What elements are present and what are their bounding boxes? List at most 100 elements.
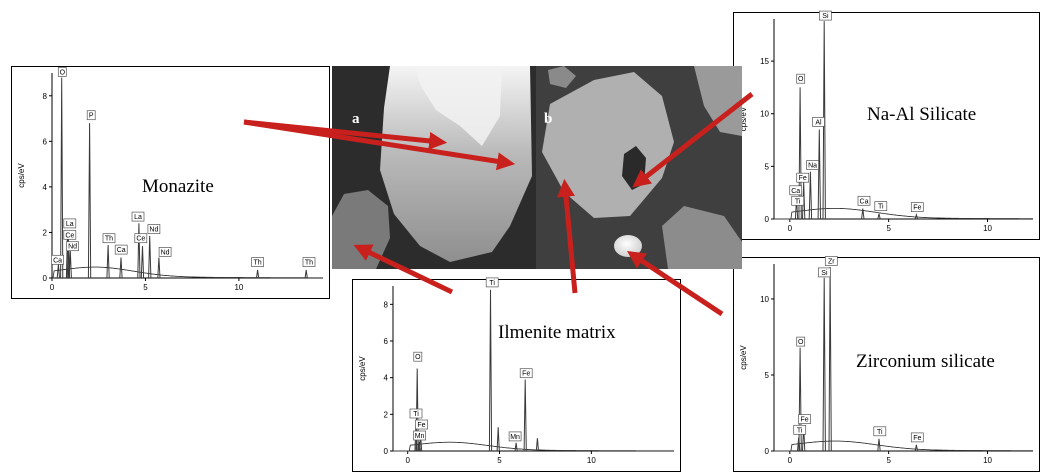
zirconium-silicate-spectrum: 0 5 10 0 5 10 cps/eV Zr Si O Fe Ti Ti Fe bbox=[733, 256, 1040, 472]
y-tick-label: 0 bbox=[765, 215, 770, 224]
element-tag-box bbox=[114, 244, 128, 255]
element-tag-box bbox=[793, 424, 807, 435]
element-tag: P bbox=[89, 113, 94, 120]
spectrum-peak bbox=[798, 347, 802, 452]
y-tick-label: 0 bbox=[765, 447, 770, 456]
element-tag: Al bbox=[815, 119, 822, 126]
element-tag: Nd bbox=[68, 244, 77, 251]
element-tag: Nd bbox=[149, 227, 158, 234]
spectrum-peak bbox=[514, 442, 518, 452]
element-tag-box bbox=[102, 233, 116, 244]
element-tag: Ti bbox=[489, 280, 495, 287]
y-tick-label: 8 bbox=[43, 92, 48, 101]
panel-b-small-grain bbox=[548, 66, 576, 88]
element-tag: Ce bbox=[136, 236, 145, 243]
spectrum-peak bbox=[828, 266, 832, 452]
spectrum-peak bbox=[861, 208, 865, 220]
zirconium-silicate-label: Zirconium silicate bbox=[856, 351, 995, 372]
element-tag-box bbox=[812, 117, 825, 127]
y-tick-label: 0 bbox=[384, 447, 389, 456]
element-tag: Fe bbox=[522, 371, 530, 378]
element-tag-box bbox=[302, 257, 316, 267]
y-tick-label: 2 bbox=[43, 228, 48, 237]
element-tag-box bbox=[857, 195, 871, 206]
y-tick-label: 4 bbox=[384, 374, 389, 383]
element-tag: Nd bbox=[161, 249, 170, 256]
spectrum-peak bbox=[140, 246, 145, 279]
element-tag-box bbox=[824, 256, 838, 266]
spectrum-peak bbox=[417, 441, 421, 452]
spectrum-peak bbox=[256, 269, 260, 279]
spectrum-peak bbox=[877, 438, 881, 452]
spectrum-peak bbox=[523, 379, 527, 452]
element-tag: O bbox=[798, 76, 804, 83]
spectrum-peak bbox=[535, 438, 539, 452]
element-tag-box bbox=[131, 211, 145, 222]
element-tag: Ca bbox=[117, 247, 126, 254]
y-axis-label: cps/eV bbox=[358, 356, 367, 381]
monazite-spectrum: 0 2 4 6 8 0 5 10 cps/eV O P La Ce Nd Ca Th Ca La Ce Nd Nd Th T… bbox=[11, 66, 330, 299]
x-tick-label: 10 bbox=[983, 456, 992, 465]
element-tag: Ca bbox=[53, 257, 62, 264]
y-tick-label: 6 bbox=[43, 137, 48, 146]
x-tick-label: 0 bbox=[405, 456, 410, 465]
x-tick-label: 5 bbox=[886, 224, 891, 233]
element-tag-box bbox=[63, 229, 77, 240]
monazite-spectrum-plot: 0 2 4 6 8 0 5 10 cps/eV O P La Ce Nd Ca Th Ca La Ce Nd Nd Th T… bbox=[17, 67, 323, 292]
element-tag-box bbox=[147, 224, 161, 234]
element-tag-box bbox=[873, 426, 887, 437]
spectrum-peak bbox=[914, 444, 918, 452]
element-tag: Fe bbox=[799, 175, 807, 182]
element-tag: Th bbox=[254, 260, 262, 267]
spectrum-peak bbox=[822, 277, 826, 452]
element-tag-box bbox=[409, 408, 423, 419]
y-tick-label: 6 bbox=[384, 337, 389, 346]
spectrum-peak bbox=[817, 129, 821, 220]
element-tag: Ce bbox=[65, 232, 74, 239]
spectrum-peak bbox=[68, 250, 72, 279]
element-tag: O bbox=[60, 69, 66, 76]
spectrum-peak bbox=[157, 257, 161, 279]
spectrum-peak bbox=[56, 264, 60, 279]
element-tag-box bbox=[57, 67, 67, 77]
element-tag: Ti bbox=[413, 411, 419, 418]
element-tag: Ca bbox=[791, 188, 800, 195]
element-tag: Mn bbox=[510, 434, 520, 441]
element-tag-box bbox=[806, 160, 819, 170]
element-tag: Ti bbox=[877, 429, 883, 436]
spectrum-peak bbox=[119, 257, 123, 279]
panel-a-letter: a bbox=[352, 111, 360, 127]
spectrum-peak bbox=[914, 212, 918, 220]
element-tag: Ti bbox=[797, 427, 803, 434]
y-axis-label: cps/eV bbox=[739, 345, 748, 370]
ilmenite-matrix-label: Ilmenite matrix bbox=[498, 322, 616, 343]
element-tag-box bbox=[819, 10, 832, 21]
x-tick-label: 5 bbox=[497, 456, 502, 465]
spectrum-peak bbox=[488, 289, 493, 452]
spectrum-peak bbox=[304, 269, 308, 279]
y-tick-label: 10 bbox=[760, 295, 769, 304]
y-tick-label: 8 bbox=[384, 300, 389, 309]
element-tag: Na bbox=[808, 163, 817, 170]
element-tag: Fe bbox=[417, 422, 425, 429]
element-tag: Th bbox=[105, 236, 113, 243]
panel-b-zircon-grain bbox=[614, 235, 642, 257]
element-tag-box bbox=[86, 110, 96, 121]
x-tick-label: 10 bbox=[983, 224, 992, 233]
element-tag-box bbox=[63, 218, 77, 229]
element-tag: Ca bbox=[860, 198, 869, 205]
element-tag-box bbox=[66, 241, 79, 252]
element-tag: Zr bbox=[828, 259, 835, 266]
element-tag-box bbox=[134, 233, 148, 244]
element-tag-box bbox=[508, 431, 522, 442]
y-axis-label: cps/eV bbox=[17, 163, 26, 188]
element-tag: O bbox=[415, 354, 421, 361]
element-tag-box bbox=[791, 195, 805, 206]
element-tag: Ti bbox=[878, 204, 884, 211]
y-tick-label: 5 bbox=[765, 371, 770, 380]
x-tick-label: 0 bbox=[788, 224, 793, 233]
element-tag-box bbox=[51, 254, 64, 265]
continuum-line bbox=[774, 207, 1033, 220]
bse-micrograph: a b bbox=[332, 66, 742, 269]
